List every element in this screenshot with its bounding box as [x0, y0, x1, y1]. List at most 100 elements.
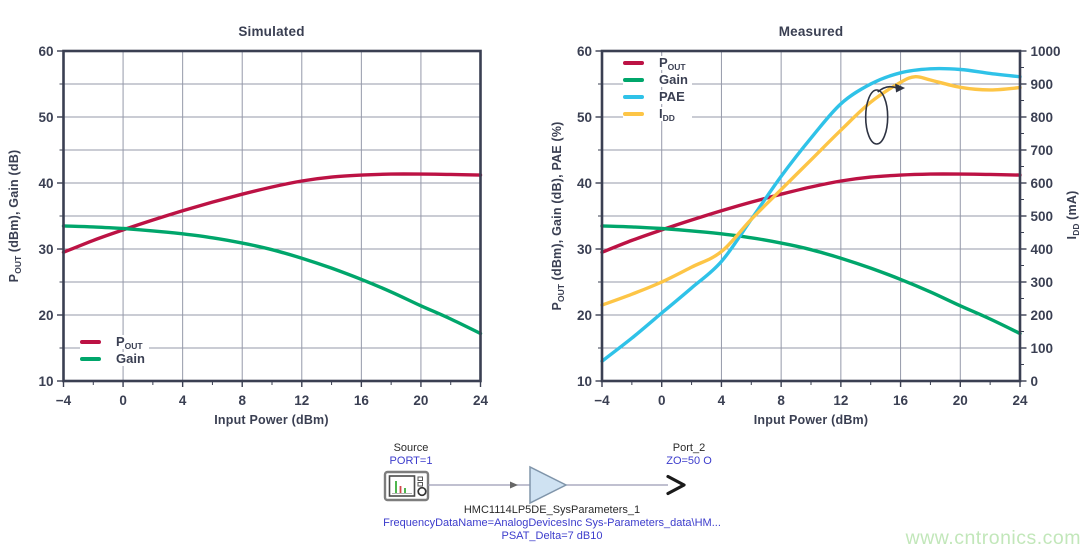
svg-text:24: 24	[1012, 393, 1028, 408]
legend-item-pout: POUT	[80, 333, 149, 351]
source-param: PORT=1	[389, 455, 433, 467]
svg-text:16: 16	[354, 393, 370, 408]
svg-text:24: 24	[473, 393, 489, 408]
series-gain-line	[61, 224, 483, 336]
svg-text:8: 8	[238, 393, 246, 408]
svg-text:600: 600	[1031, 176, 1054, 191]
x-axis-label-measured: Input Power (dBm)	[753, 413, 869, 427]
legend-item-pae: PAE	[623, 90, 692, 104]
svg-text:12: 12	[294, 393, 309, 408]
svg-text:60: 60	[38, 44, 53, 59]
svg-text:100: 100	[1031, 341, 1054, 356]
chart-simulated: 10 20 30 40 50 60 −4 0 4 8 12 16 20 24 Simulated POUT…	[0, 0, 540, 440]
annotation-ellipse-icon	[864, 89, 889, 145]
svg-text:4: 4	[718, 393, 726, 408]
plot-border	[600, 49, 1022, 383]
tick-labels: 10 20 30 40 50 60 −4 0 4 8 12 16 20 24	[38, 44, 488, 408]
svg-text:−4: −4	[56, 393, 72, 408]
schematic-drawing	[383, 465, 686, 505]
chart-title-simulated: Simulated	[238, 24, 305, 39]
svg-text:200: 200	[1031, 308, 1054, 323]
svg-text:40: 40	[577, 176, 592, 191]
legend-label: POUT	[659, 54, 686, 72]
legend-label: Gain	[659, 72, 688, 87]
wire-arrow-icon	[510, 481, 518, 489]
legend-swatch	[623, 77, 644, 83]
svg-text:300: 300	[1031, 275, 1054, 290]
y-axis-label-simulated: POUT (dBm), Gain (dB)	[7, 149, 23, 283]
svg-text:−4: −4	[594, 393, 610, 408]
svg-text:500: 500	[1031, 209, 1054, 224]
y2-axis-label-measured: IDD (mA)	[1065, 190, 1081, 240]
legend-item-gain: Gain	[80, 352, 149, 366]
legend-item-idd: IDD	[623, 105, 692, 123]
legend-label: Gain	[116, 351, 145, 366]
svg-text:1000: 1000	[1031, 44, 1061, 59]
svg-text:0: 0	[119, 393, 127, 408]
svg-text:10: 10	[38, 374, 53, 389]
series-idd-line	[600, 74, 1022, 307]
svg-text:12: 12	[833, 393, 848, 408]
svg-text:4: 4	[179, 393, 187, 408]
legend-swatch	[623, 94, 644, 100]
gridlines	[602, 51, 1020, 381]
svg-text:20: 20	[413, 393, 428, 408]
wires	[428, 481, 668, 489]
svg-text:700: 700	[1031, 143, 1054, 158]
svg-text:20: 20	[577, 308, 592, 323]
chart-title-measured: Measured	[778, 24, 844, 39]
svg-text:10: 10	[577, 374, 592, 389]
svg-text:50: 50	[577, 110, 592, 125]
plot-border	[62, 49, 482, 383]
svg-text:0: 0	[658, 393, 666, 408]
svg-text:30: 30	[38, 242, 53, 257]
amplifier-icon	[529, 465, 568, 505]
legend-swatch	[80, 339, 101, 345]
amp-param-psat: PSAT_Delta=7 dB10	[501, 530, 603, 542]
simulated-plot: 10 20 30 40 50 60 −4 0 4 8 12 16 20 24	[38, 44, 488, 408]
svg-text:20: 20	[38, 308, 53, 323]
svg-text:800: 800	[1031, 110, 1054, 125]
right-axis-annotation	[864, 83, 906, 145]
svg-text:8: 8	[777, 393, 785, 408]
legend-item-gain: Gain	[623, 73, 692, 87]
svg-text:16: 16	[893, 393, 909, 408]
series-gain-line	[600, 224, 1022, 336]
svg-text:60: 60	[577, 44, 592, 59]
svg-text:30: 30	[577, 242, 592, 257]
series	[61, 172, 483, 336]
legend-label: PAE	[659, 89, 685, 104]
source-icon	[383, 470, 430, 502]
svg-text:900: 900	[1031, 77, 1054, 92]
svg-text:40: 40	[38, 176, 53, 191]
watermark: www.cntronics.com	[905, 527, 1081, 549]
legend-swatch	[623, 111, 644, 117]
amp-name: HMC1114LP5DE_SysParameters_1	[463, 504, 641, 516]
series-pae-line	[600, 66, 1022, 363]
svg-text:50: 50	[38, 110, 53, 125]
source-label: Source	[393, 442, 429, 454]
legend-swatch	[623, 60, 644, 66]
svg-text:400: 400	[1031, 242, 1054, 257]
port-param: ZO=50 O	[666, 455, 712, 467]
chart-measured: 10 20 30 40 50 60 −4 0 4 8 12 16 20 24 0 100 200 300 400 50…	[540, 0, 1089, 440]
y-axis-label-measured: POUT (dBm), Gain (dB), PAE (%)	[550, 121, 566, 311]
legend-measured: POUT Gain PAE IDD	[623, 54, 692, 123]
series	[600, 66, 1022, 363]
svg-text:20: 20	[953, 393, 968, 408]
port-label: Port_2	[672, 442, 706, 454]
svg-text:0: 0	[1031, 374, 1039, 389]
gridlines	[63, 51, 481, 381]
port-arrow-icon	[666, 474, 686, 496]
amp-param-frequency: FrequencyDataName=AnalogDevicesInc Sys-P…	[383, 517, 721, 529]
legend-swatch	[80, 356, 101, 362]
legend-label: POUT	[116, 333, 143, 351]
series-pout-line	[61, 172, 483, 254]
series-pout-line	[600, 172, 1022, 254]
legend-label: IDD	[659, 105, 675, 123]
legend-item-pout: POUT	[623, 54, 692, 72]
legend-simulated: POUT Gain	[80, 333, 149, 366]
